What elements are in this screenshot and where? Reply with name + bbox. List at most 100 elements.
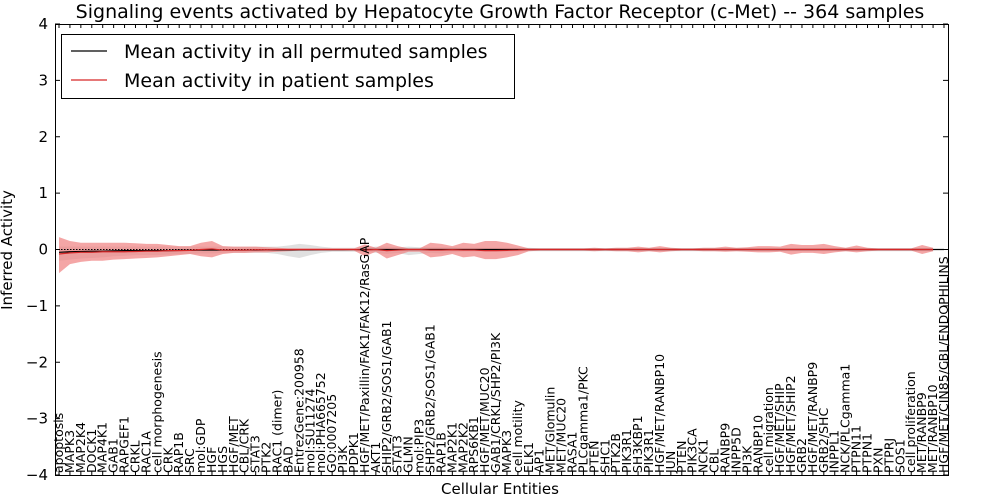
x-category-label: MET/RANBP9 <box>914 392 929 473</box>
x-category-label: PI3K <box>739 445 754 473</box>
series-line-patient <box>58 248 934 255</box>
x-category-label: RAPGEF1 <box>117 416 132 473</box>
band-patient <box>59 237 934 274</box>
x-category-label: MET/RANBP10 <box>925 384 940 473</box>
x-category-label: HGF <box>204 447 219 473</box>
x-category-label: CRK <box>160 447 175 473</box>
x-category-label: HGF/MET/CIN85/CBL/ENDOPHILINS <box>936 256 951 473</box>
x-category-label: AKT1 <box>368 442 383 473</box>
x-category-label: cell migration <box>761 387 776 473</box>
x-category-label: mol:PHA665752 <box>313 372 328 473</box>
x-category-label: SRC <box>182 448 197 473</box>
x-category-label: MAP2K4 <box>73 422 88 473</box>
x-category-label: STAT3 <box>248 435 263 473</box>
x-category-label: PXN <box>870 448 885 473</box>
x-category-label: PTK2 <box>259 442 274 473</box>
x-category-label: HGF/MET/SHIP2 <box>783 375 798 473</box>
x-category-label: HGF/MET/RANBP9 <box>805 362 820 473</box>
x-category-label: CRKL <box>127 440 142 473</box>
x-axis-category-labels: apoptosisMAPK3MAP2K4DOCK1MAP4K1GAB1RAPGE… <box>51 237 951 474</box>
x-category-label: HGF/MET/SHIP <box>772 383 787 473</box>
y-tick-label: 3 <box>38 71 48 89</box>
x-category-label: BAD <box>280 446 295 473</box>
x-category-label: CBL <box>707 449 722 473</box>
x-category-label: SH3KBP1 <box>630 415 645 473</box>
x-category-label: mol:GDP <box>193 418 208 473</box>
y-tick-label: −4 <box>26 466 48 484</box>
legend-label-patient: Mean activity in patient samples <box>124 70 434 92</box>
y-tick-label: 2 <box>38 128 48 146</box>
x-category-label: HGF/MET <box>226 416 241 473</box>
x-category-label: MAPK3 <box>62 430 77 473</box>
x-category-label: HGF/MET/MUC20 <box>477 367 492 473</box>
x-axis-ticks <box>58 24 945 475</box>
x-category-label: PTPN1 <box>860 433 875 473</box>
x-category-label: ELK1 <box>521 442 536 473</box>
x-category-label: AP1 <box>532 449 547 473</box>
y-tick-label: −1 <box>26 297 48 315</box>
x-category-label: PTK2B <box>608 433 623 473</box>
x-category-label: MAP2K1 <box>444 422 459 473</box>
x-category-label: cell motility <box>510 399 525 473</box>
y-axis-label: Inferred Activity <box>0 190 16 310</box>
y-tick-label: −2 <box>26 353 48 371</box>
x-category-label: HGF/MET/RANBP10 <box>652 354 667 473</box>
x-category-label: CBL/CRK <box>237 418 252 473</box>
x-category-label: RAP1B <box>171 432 186 473</box>
x-category-label: RASA1 <box>565 432 580 473</box>
x-category-label: SHC1 <box>597 439 612 473</box>
x-category-label: INPP5D <box>728 427 743 473</box>
x-category-label: RANBP9 <box>717 423 732 473</box>
x-category-label: NCK/PLCgamma1 <box>838 364 853 473</box>
x-category-label: MAPK3 <box>499 430 514 473</box>
x-category-label: MET/MUC20 <box>554 398 569 473</box>
spread-bands <box>59 237 934 274</box>
x-category-label: RANBP10 <box>750 415 765 473</box>
x-category-label: PTEN <box>586 441 601 473</box>
x-category-label: HGS <box>215 446 230 473</box>
x-category-label: SOS1 <box>892 439 907 473</box>
series-lines <box>58 248 944 255</box>
x-category-label: GRB2 <box>794 438 809 473</box>
x-category-label: JUN <box>663 451 678 474</box>
x-category-label: PDPK1 <box>346 432 361 473</box>
x-category-label: GAB1 <box>106 438 121 473</box>
x-category-label: PIK3R1 <box>641 429 656 473</box>
x-category-label: cell proliferation <box>903 371 918 473</box>
x-category-label: cell morphogenesis <box>149 351 164 473</box>
y-tick-label: 4 <box>38 15 48 33</box>
x-category-label: HGF/MET/Paxillin/FAK1/FAK12/RasGAP <box>357 237 372 473</box>
x-category-label: DOCK1 <box>84 429 99 473</box>
x-category-label: RAC1A <box>138 431 153 473</box>
y-tick-label: 0 <box>38 241 48 259</box>
x-category-label: GLMN <box>401 436 416 473</box>
x-category-label: PI3K <box>335 445 350 473</box>
x-category-label: PTPN11 <box>849 425 864 473</box>
x-category-label: apoptosis <box>51 413 66 473</box>
chart-title: Signaling events activated by Hepatocyte… <box>76 1 925 23</box>
x-category-label: PIK3CA <box>685 428 700 473</box>
x-category-label: MAP2K2 <box>455 422 470 473</box>
x-category-label: PIK3R1 <box>619 429 634 473</box>
x-category-label: RAP1B <box>433 432 448 473</box>
y-tick-label: 1 <box>38 184 48 202</box>
x-category-label: MET/Glomulin <box>543 387 558 473</box>
x-category-label: mol:SU11274 <box>302 389 317 473</box>
x-category-label: NCK1 <box>696 439 711 473</box>
y-axis-ticks: 4 3 2 1 0 −1 −2 −3 −4 <box>26 15 948 484</box>
x-category-label: GO:0007205 <box>324 394 339 473</box>
x-category-label: SHIP2/GRB2/SOS1/GAB1 <box>379 321 394 473</box>
x-category-label: STAT3 <box>390 435 405 473</box>
x-category-label: MAP4K1 <box>95 422 110 473</box>
legend-box <box>61 34 515 99</box>
x-category-label: SHP2/GRB2/SOS1/GAB1 <box>422 324 437 473</box>
legend-label-permuted: Mean activity in all permuted samples <box>124 41 487 63</box>
y-tick-label: −3 <box>26 410 48 428</box>
x-category-label: INPPL1 <box>827 430 842 473</box>
x-category-label: GAB1/CRKL/SHP2/PI3K <box>488 332 503 473</box>
x-category-label: PLCgamma1/PKC <box>575 366 590 473</box>
x-category-label: PTEN <box>674 441 689 473</box>
x-category-label: RPS6KB1 <box>466 416 481 473</box>
x-category-label: EntrezGene:200958 <box>291 348 306 473</box>
